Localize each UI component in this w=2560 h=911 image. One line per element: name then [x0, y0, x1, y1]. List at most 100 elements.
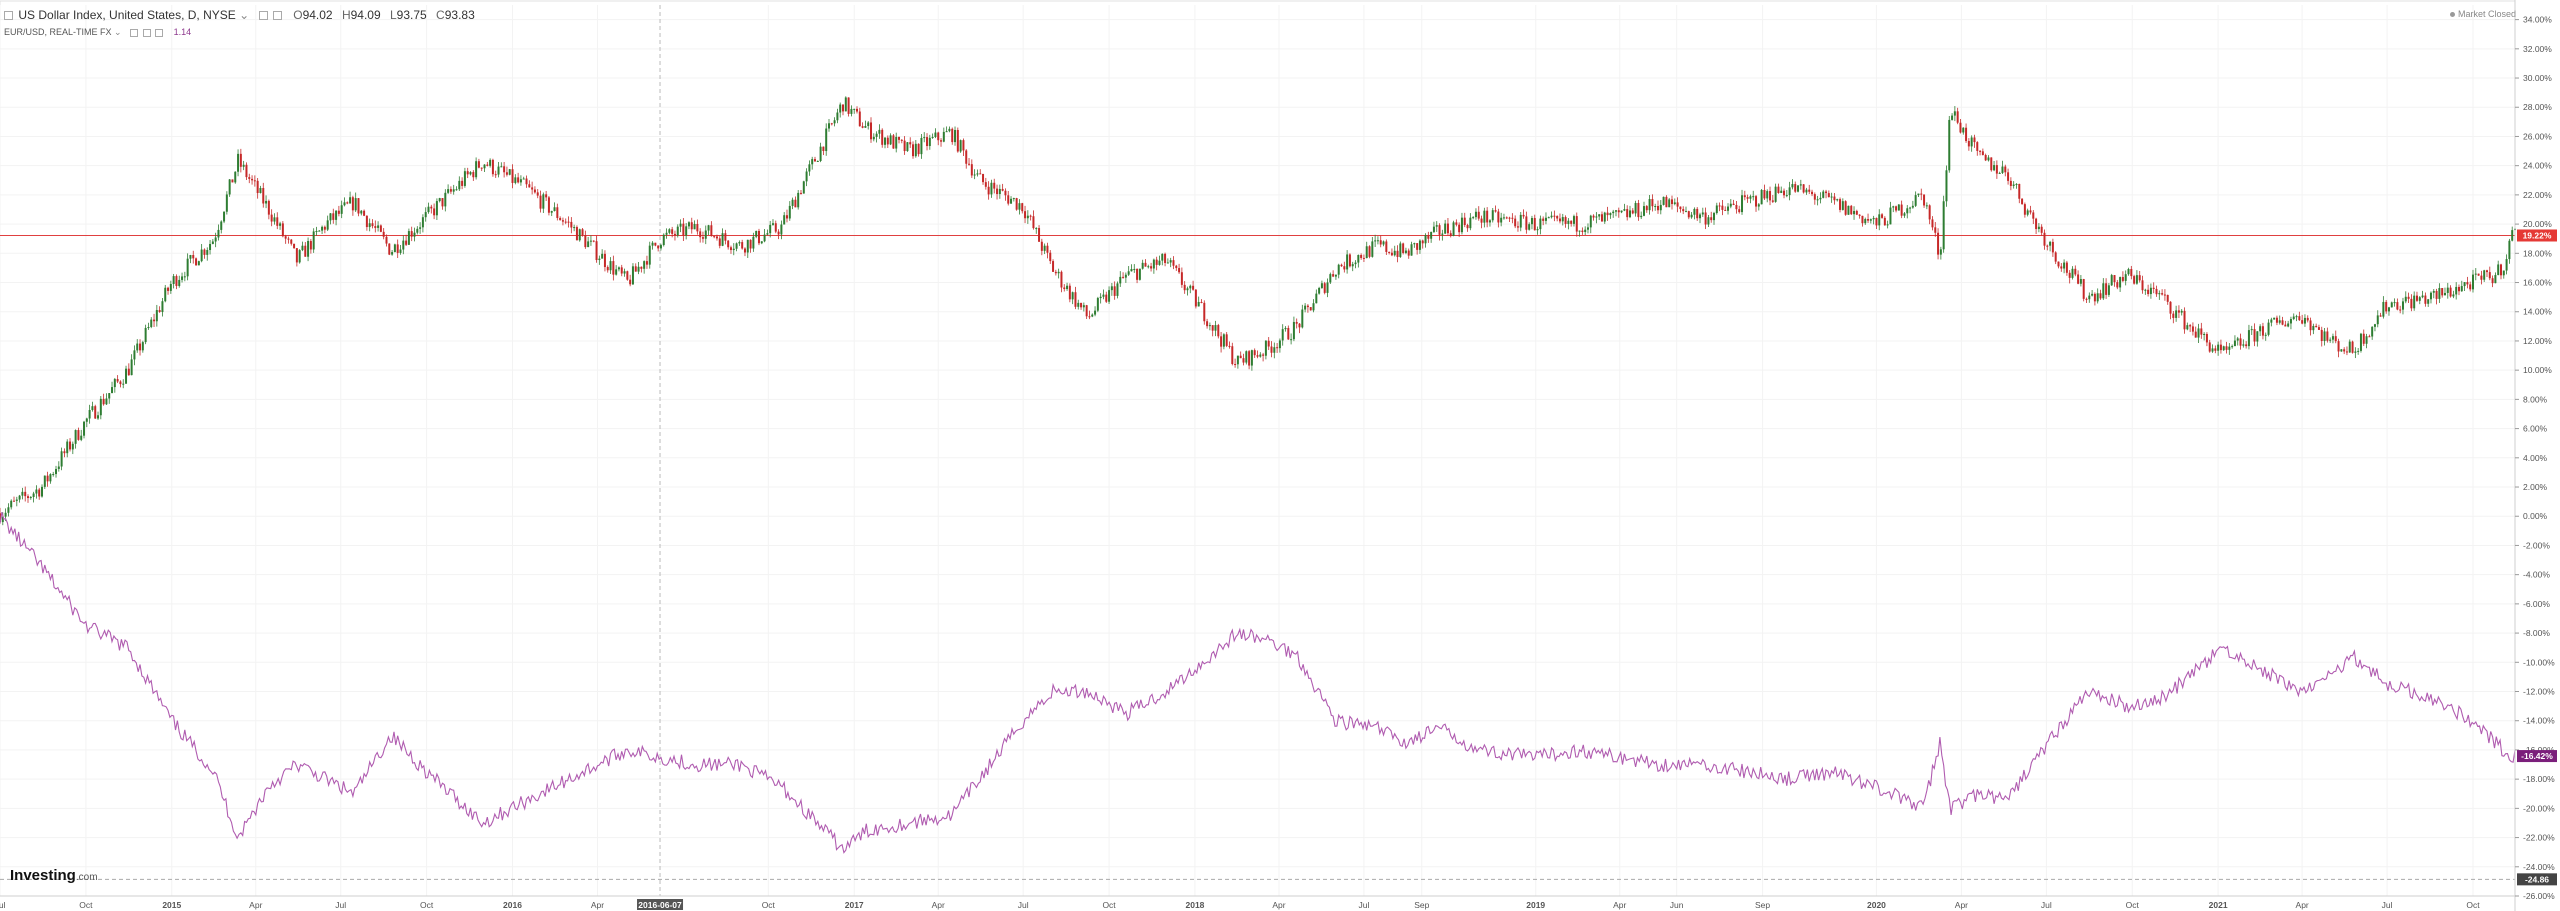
candle-body: [2385, 301, 2388, 312]
y-tick-label: 0.00%: [2523, 511, 2548, 521]
candle-body: [393, 244, 396, 253]
candle-body: [57, 466, 60, 469]
compare-eye-icon[interactable]: [130, 28, 139, 37]
candle-body: [340, 205, 343, 214]
candle-body: [917, 143, 920, 155]
candle-body: [640, 266, 643, 269]
y-tick-label: -12.00%: [2523, 687, 2555, 697]
y-tick-label: -26.00%: [2523, 891, 2555, 901]
candle-body: [1735, 204, 1738, 210]
candle-body: [612, 261, 615, 275]
candle-body: [2023, 204, 2026, 215]
time-axis[interactable]: Jul Oct 2015 Apr Jul Oct 2016 Apr 2016-06-07 Oct 2…: [0, 895, 2515, 910]
compare-remove-icon[interactable]: [155, 28, 164, 37]
candle-body: [2477, 273, 2480, 276]
candle-body: [223, 211, 226, 222]
candle-body: [766, 233, 769, 235]
candle-body: [1920, 193, 1923, 195]
legend-menu-chevron-icon[interactable]: ⌄: [239, 8, 250, 22]
candle-body: [1945, 170, 1948, 202]
candle-body: [951, 128, 954, 143]
candle-body: [74, 430, 77, 444]
candle-body: [1900, 204, 1903, 216]
candle-body: [2348, 341, 2351, 353]
candle-body: [1959, 122, 1962, 133]
y-tick-label: 28.00%: [2523, 102, 2552, 112]
candle-body: [1906, 208, 1909, 214]
candle-body: [1172, 260, 1175, 266]
candle-body: [1528, 224, 1531, 230]
candle-body: [603, 253, 606, 268]
compare-menu-chevron-icon[interactable]: ⌄: [114, 27, 122, 37]
candle-body: [906, 142, 909, 152]
y-tick-label: -20.00%: [2523, 803, 2555, 813]
candle-body: [175, 276, 178, 286]
candle-body: [825, 128, 828, 152]
collapse-icon[interactable]: [4, 11, 13, 21]
candle-body: [1651, 199, 1654, 207]
candle-body: [592, 240, 595, 242]
candle-body: [1612, 211, 1615, 214]
candle-body: [1752, 196, 1755, 198]
x-tick-label: 2021: [2209, 900, 2228, 910]
candle-body: [1816, 199, 1819, 201]
candle-body: [1332, 274, 1335, 277]
y-tick-label: -6.00%: [2523, 599, 2550, 609]
candle-body: [315, 231, 318, 233]
candle-body: [738, 242, 741, 244]
candle-body: [2021, 198, 2024, 205]
candle-body: [1659, 204, 1662, 211]
candle-body: [1278, 340, 1281, 349]
candle-body: [743, 248, 746, 253]
candle-body: [1477, 211, 1480, 219]
candle-body: [1183, 284, 1186, 291]
candle-body: [771, 223, 774, 225]
candle-body: [105, 398, 108, 405]
symbol-legend[interactable]: US Dollar Index, United States, D, NYSE …: [4, 8, 475, 22]
candle-body: [2018, 183, 2021, 199]
candle-body: [2189, 325, 2192, 327]
candle-body: [721, 233, 724, 246]
settings-icon[interactable]: [272, 11, 282, 21]
axis-badges: 19.22% -16.42% -24.86: [2517, 229, 2557, 886]
candle-body: [144, 327, 147, 343]
candle-body: [937, 132, 940, 141]
candle-body: [1264, 340, 1267, 356]
usd-last-price-badge-bg: [2517, 229, 2557, 242]
candle-body: [2183, 310, 2186, 330]
candle-body: [1970, 137, 1973, 147]
candle-body: [1592, 215, 1595, 218]
candle-body: [2337, 341, 2340, 352]
candle-body: [41, 486, 44, 497]
price-axis[interactable]: 34.00% 32.00% 30.00% 28.00% 26.00% 24.00% 22.0…: [2514, 0, 2555, 911]
y-tick-label: 20.00%: [2523, 219, 2552, 229]
candle-body: [2096, 293, 2099, 302]
compare-legend[interactable]: EUR/USD, REAL-TIME FX ⌄ 1.14: [4, 27, 191, 38]
candle-body: [1463, 217, 1466, 226]
candle-body: [1707, 217, 1710, 225]
candle-body: [248, 177, 251, 179]
candle-body: [2163, 294, 2166, 296]
candle-body: [377, 225, 380, 228]
compare-symbol[interactable]: EUR/USD, REAL-TIME FX: [4, 27, 112, 37]
candle-body: [962, 140, 965, 151]
symbol-title[interactable]: US Dollar Index, United States, D, NYSE: [18, 8, 236, 22]
candle-body: [1164, 253, 1167, 263]
candle-body: [920, 137, 923, 155]
candle-body: [2247, 330, 2250, 347]
eye-icon[interactable]: [258, 11, 268, 21]
candle-body: [850, 108, 853, 114]
candle-body: [323, 226, 326, 230]
candle-body: [889, 135, 892, 145]
candle-body: [407, 231, 410, 245]
candle-body: [2421, 295, 2424, 298]
candle-body: [295, 248, 298, 263]
compare-settings-icon[interactable]: [142, 28, 151, 37]
candle-body: [220, 221, 223, 230]
y-tick-label: 24.00%: [2523, 161, 2552, 171]
candle-body: [2362, 333, 2365, 344]
candle-body: [332, 213, 335, 220]
candle-body: [461, 180, 464, 186]
candle-body: [1225, 334, 1228, 346]
